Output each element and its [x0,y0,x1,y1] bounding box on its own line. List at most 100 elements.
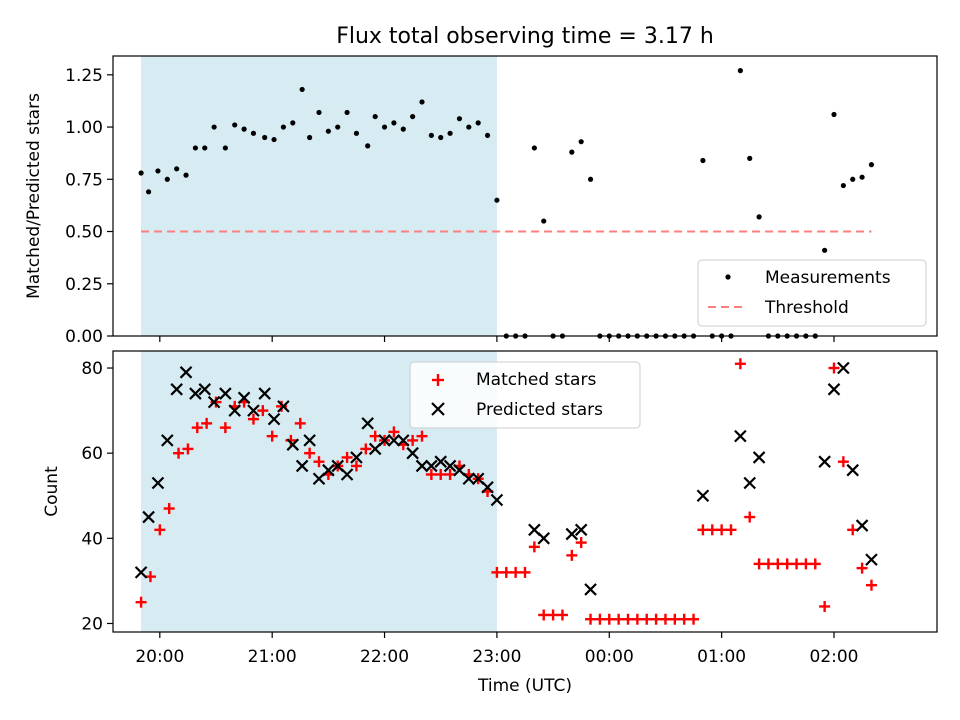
measurement-point [155,168,161,174]
x-tick-label: 02:00 [810,647,859,667]
predicted-star-point [443,459,457,473]
matched-star-point [341,451,353,463]
legend-matched-marker [432,374,444,386]
measurement-point [484,132,491,139]
legend-matched-label: Matched stars [476,370,596,390]
predicted-star-point [387,434,401,447]
predicted-star-point [696,489,710,503]
matched-star-point [856,562,868,574]
top-legend: Measurements Threshold [697,259,927,327]
bottom-y-axis-label: Count [42,466,62,517]
measurement-point [381,124,388,130]
measurement-point [365,143,371,149]
matched-star-point [210,396,222,408]
matched-star-point [247,413,259,425]
matched-star-point [837,456,849,468]
x-tick-label: 20:00 [135,647,184,667]
bottom-y-tick-label: 20 [81,614,103,634]
matched-star-point [819,600,831,612]
top-axes-frame [112,55,938,337]
matched-star-point [173,447,185,459]
top-y-tick-label: 1.25 [65,66,103,86]
measurement-point [290,120,296,126]
measurement-point [202,145,208,151]
predicted-star-point [179,366,193,379]
predicted-star-point [818,455,831,468]
predicted-star-point [142,510,155,524]
measurement-point [262,134,268,141]
measurement-point [192,145,198,151]
matched-star-point [154,524,166,536]
top-y-tick-label: 1.00 [65,118,103,138]
matched-star-point [257,405,269,417]
measurement-point [353,130,360,136]
matched-star-point [182,443,194,455]
predicted-star-point [415,459,429,473]
x-axis-label: Time (UTC) [477,676,572,696]
matched-star-point [800,558,812,570]
top-y-tick-label: 0.50 [65,223,103,243]
top-y-ticks: 0.00 0.25 0.50 0.75 1.00 1.25 [65,66,113,347]
predicted-star-point [322,463,335,477]
matched-star-point [678,613,690,625]
matched-star-point [304,447,316,459]
bottom-y-tick-label: 80 [81,359,103,379]
predicted-stars-series [134,361,878,596]
predicted-star-point [228,404,242,417]
matched-star-point [603,613,615,625]
legend-predicted-label: Predicted stars [476,400,603,420]
matched-star-point [416,430,428,442]
predicted-star-point [198,383,212,396]
predicted-star-point [189,387,202,400]
predicted-star-point [350,451,363,464]
predicted-star-point [303,434,316,447]
chart-title: Flux total observing time = 3.17 h [336,24,714,49]
matched-star-point [809,558,821,570]
predicted-star-point [425,459,438,473]
legend-measurements-label: Measurements [765,268,891,288]
bottom-axes-frame [112,350,938,633]
measurement-point [280,124,287,130]
predicted-star-point [170,383,183,396]
measurement-point [372,113,378,120]
matched-star-point [510,566,522,578]
measurement-point [222,145,228,151]
predicted-star-point [743,476,757,490]
matched-star-point [388,426,400,438]
matched-stars-series [135,358,877,625]
matched-star-point [276,400,288,412]
matched-star-point [313,456,325,468]
matched-star-point [360,443,372,455]
matched-star-point [350,460,362,472]
matched-star-point [500,566,512,578]
predicted-star-point [434,455,448,468]
predicted-star-point [734,429,747,443]
predicted-star-point [237,391,251,405]
predicted-star-point [837,361,850,375]
matched-star-point [407,434,419,446]
measurement-point [569,149,575,155]
matched-star-point [725,524,737,536]
measurements-series [138,68,875,339]
matched-star-point [791,558,803,570]
predicted-star-point [151,476,165,490]
matched-star-point [594,613,606,625]
matched-star-point [734,358,746,370]
matched-star-point [538,609,550,621]
matched-star-point [528,541,540,553]
matched-star-point [641,613,653,625]
predicted-star-point [827,383,841,396]
measurement-point [822,247,828,253]
predicted-star-point [855,519,869,532]
predicted-star-point [865,553,878,566]
matched-star-point [219,422,231,434]
matched-star-point [163,503,175,515]
measurement-point [747,155,753,161]
x-tick-label: 21:00 [248,647,297,667]
measurement-point [211,124,217,130]
legend-measurements-marker [725,274,731,280]
predicted-star-point [286,438,300,451]
measurement-point [578,139,584,145]
measurement-point [335,124,341,130]
matched-star-point [659,613,671,625]
